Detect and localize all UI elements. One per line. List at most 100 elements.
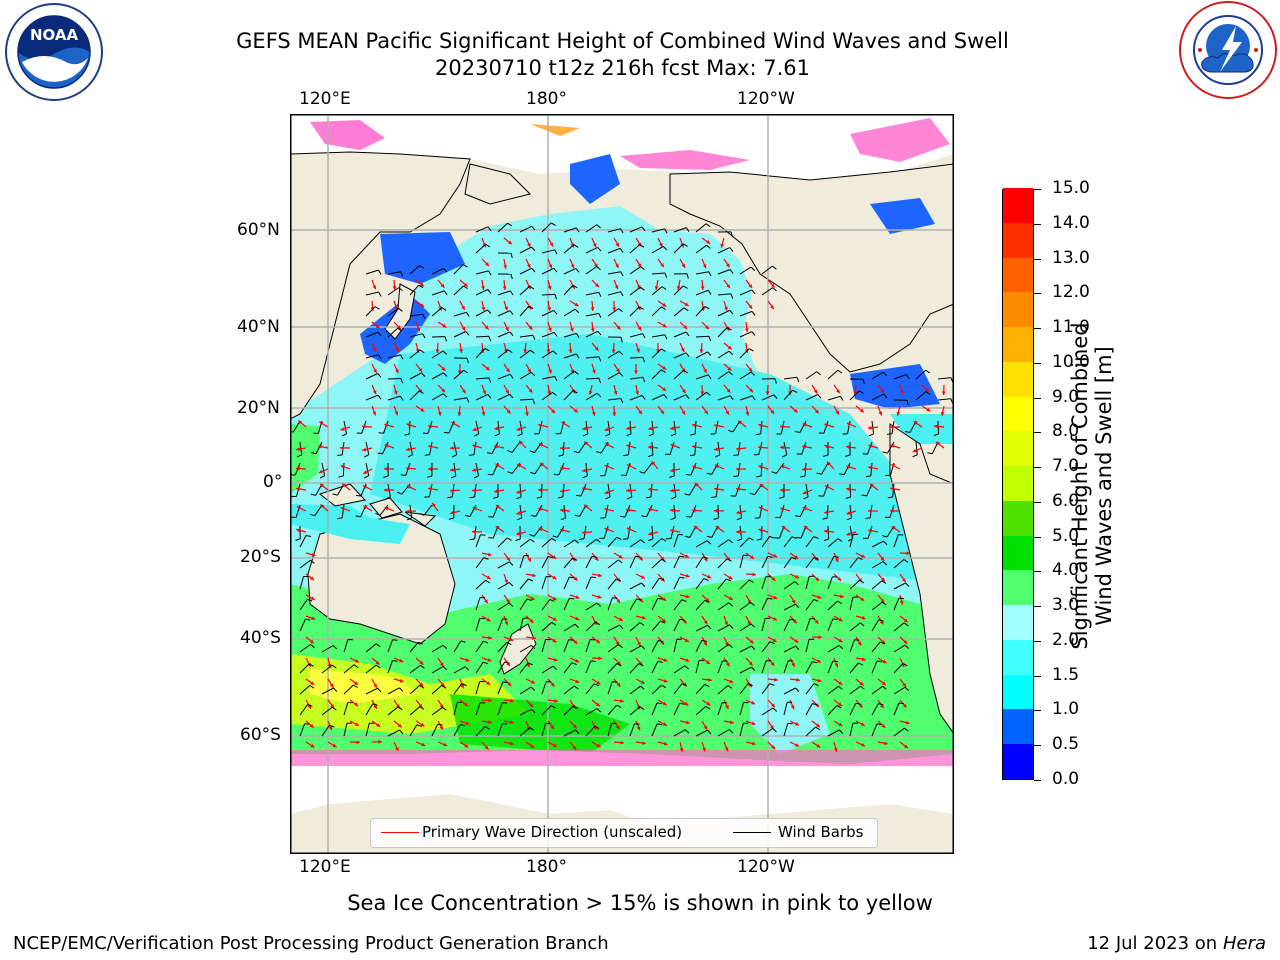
wind-barb-flag: [442, 393, 448, 398]
wave-direction-arrowhead: [487, 552, 492, 557]
wind-barb-flag: [572, 390, 578, 394]
wave-direction-arrowhead: [670, 468, 675, 473]
wind-barb-flag: [596, 392, 602, 398]
wave-direction-arrowhead: [692, 508, 696, 513]
wind-barb: [801, 441, 807, 455]
wind-barb: [669, 441, 675, 455]
wind-barb: [893, 644, 906, 653]
wind-barb-flag: [925, 391, 931, 395]
wind-barb-flag: [508, 602, 514, 607]
wind-barb-flag: [307, 704, 313, 707]
wind-barb-flag: [309, 513, 315, 517]
wind-barb: [805, 661, 813, 674]
wave-direction-arrowhead: [648, 531, 653, 536]
wave-direction-arrowhead: [636, 726, 641, 731]
wave-direction-arrowhead: [714, 464, 719, 469]
wind-barb: [717, 602, 730, 611]
wave-direction-arrowhead: [472, 529, 476, 534]
wind-barb: [453, 640, 462, 653]
wind-barb: [299, 685, 311, 695]
wind-barb: [805, 576, 810, 590]
wind-barb-flag: [399, 687, 404, 692]
wave-direction-arrowhead: [457, 370, 462, 374]
wave-direction-arrowhead: [527, 305, 532, 310]
wind-barb-flag: [857, 557, 863, 560]
wind-barb: [563, 390, 574, 401]
wave-direction-arrowhead: [406, 423, 411, 427]
wave-direction-arrowhead: [465, 658, 470, 662]
wind-barb: [695, 640, 703, 653]
wave-direction-arrowhead: [660, 263, 664, 268]
wind-barb-flag: [789, 618, 795, 621]
wave-direction-arrowhead: [494, 489, 498, 494]
wave-direction-arrowhead: [572, 745, 577, 750]
wind-barb: [799, 420, 807, 433]
wind-barb: [431, 393, 444, 401]
wind-barb: [761, 683, 771, 695]
wind-barb-flag: [619, 248, 624, 253]
wind-barb-flag: [598, 356, 602, 362]
wind-barb-flag: [822, 517, 828, 520]
lat-label-60n: 60°N: [237, 220, 280, 240]
wind-barb-flag: [532, 334, 536, 340]
wave-direction-arrowhead: [796, 678, 800, 682]
wave-direction-arrowhead: [494, 426, 499, 431]
wind-barb-flag: [451, 454, 457, 458]
wave-direction-arrowhead: [738, 420, 743, 425]
wind-barb: [739, 310, 753, 317]
wind-barb: [321, 645, 334, 653]
wind-barb-flag: [375, 512, 381, 516]
wave-direction-arrowhead: [725, 410, 729, 415]
wave-direction-arrowhead: [502, 286, 507, 290]
wind-barb: [695, 271, 709, 275]
wind-barb-flag: [877, 660, 883, 663]
wind-barb: [585, 246, 598, 254]
wave-direction-arrowhead: [472, 444, 477, 448]
wave-direction-arrowhead: [882, 659, 887, 664]
wind-barb: [783, 536, 793, 548]
wave-direction-arrowhead: [934, 424, 938, 429]
wind-barb-flag: [639, 471, 645, 474]
wind-barb-flag: [419, 684, 425, 689]
wind-barb: [585, 392, 598, 401]
wind-barb-flag: [484, 348, 490, 352]
wind-barb: [519, 349, 531, 359]
wind-barb: [739, 579, 750, 590]
wave-direction-arrowhead: [682, 619, 687, 624]
wind-barb: [673, 534, 679, 548]
wave-direction-arrowhead: [880, 598, 885, 603]
wave-direction-arrowhead: [406, 447, 410, 452]
wind-barb-flag: [385, 496, 391, 500]
wave-direction-arrowhead: [531, 680, 535, 684]
wind-barb-flag: [728, 371, 733, 376]
wind-barb: [607, 271, 621, 275]
wave-direction-arrowhead: [705, 325, 709, 330]
wave-direction-arrowhead: [532, 573, 536, 578]
wind-barb: [827, 685, 839, 695]
wind-barb: [715, 420, 719, 434]
sea-ice-patch: [850, 118, 950, 162]
wave-direction-arrowhead: [626, 508, 630, 512]
wind-barb-flag: [813, 557, 819, 560]
wave-direction-arrowhead: [340, 427, 345, 431]
wind-barb: [688, 483, 697, 496]
wave-direction-arrowhead: [450, 510, 455, 515]
wind-barb-flag: [681, 683, 687, 686]
wind-barb-flag: [526, 598, 532, 601]
wind-barb: [475, 726, 486, 737]
wind-barb-flag: [426, 475, 433, 478]
wind-barb: [673, 599, 683, 611]
wind-barb: [607, 559, 619, 569]
wind-barb: [673, 394, 687, 401]
wind-barb: [585, 291, 599, 296]
lat-label-40s: 40°S: [240, 628, 281, 648]
wind-barb: [387, 271, 401, 275]
wave-direction-arrowhead: [605, 443, 610, 447]
wind-barb-flag: [377, 687, 382, 693]
wave-direction-arrowhead: [384, 488, 388, 492]
wind-barb-flag: [881, 601, 887, 606]
wind-barb: [695, 391, 707, 401]
wave-direction-arrowhead: [638, 556, 643, 561]
wind-barb: [805, 483, 809, 497]
wind-barb: [585, 462, 588, 476]
